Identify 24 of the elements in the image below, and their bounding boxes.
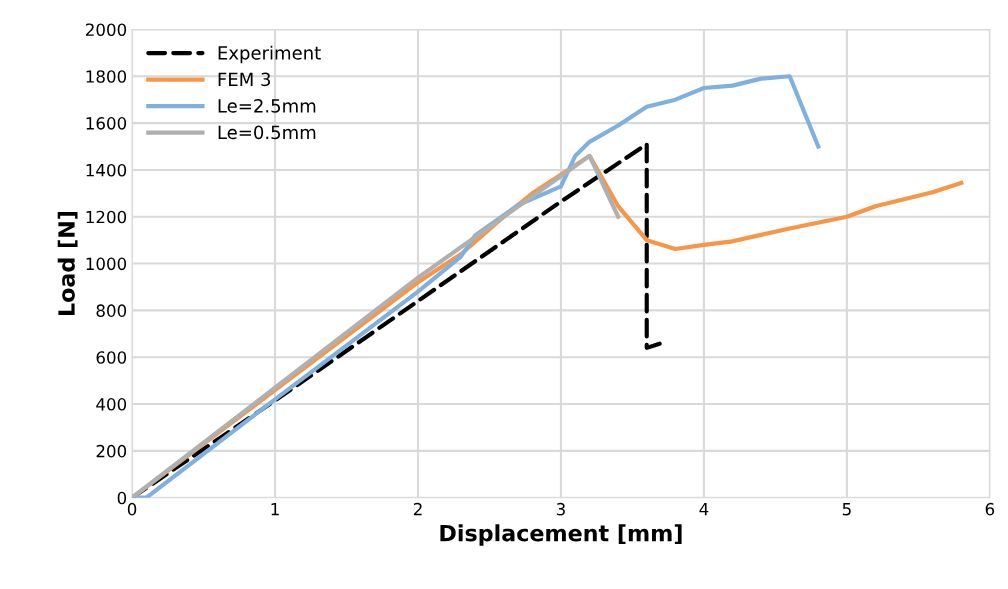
x-tick-label: 3 [556,502,565,516]
x-tick-label: 2 [413,502,422,516]
legend-label: Experiment [218,45,321,64]
y-tick-label: 600 [96,351,127,364]
x-tick-label: 1 [271,503,279,516]
legend-label: FEM 3 [218,72,271,87]
y-tick-label: 1600 [86,117,127,130]
x-tick-label: 4 [699,503,709,516]
y-axis-title: Load [N] [57,212,78,316]
legend-label: Le=0.5mm [218,125,316,140]
y-tick-label: 1200 [86,210,127,224]
y-tick-label: 1000 [86,257,127,271]
y-tick-label: 800 [96,304,127,317]
legend-label: Le=2.5mm [218,99,316,113]
x-axis-title: Displacement [mm] [440,524,682,546]
y-tick-label: 1400 [86,163,127,177]
y-tick-label: 1800 [86,70,127,83]
y-tick-label: 0 [117,491,127,505]
x-tick-label: 5 [842,503,851,516]
x-tick-label: 6 [985,502,995,516]
y-tick-label: 400 [96,398,127,411]
y-tick-label: 200 [96,444,127,458]
y-tick-label: 2000 [85,23,127,37]
x-tick-label: 0 [127,502,137,516]
